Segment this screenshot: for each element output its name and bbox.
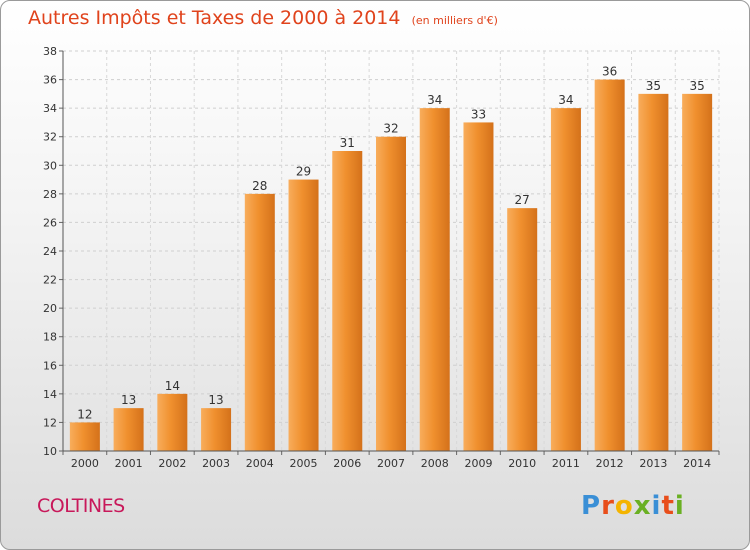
chart-unit: (en milliers d'€) <box>411 14 498 27</box>
brand-logo: Proxiti <box>581 491 685 521</box>
bar <box>463 122 494 451</box>
bar <box>201 408 232 451</box>
bar <box>69 422 100 451</box>
bar <box>594 79 625 452</box>
y-tick-label: 38 <box>43 45 57 58</box>
y-tick-label: 28 <box>43 188 57 201</box>
x-tick-label: 2001 <box>115 457 143 470</box>
y-tick-label: 12 <box>43 416 57 429</box>
y-tick-label: 20 <box>43 302 57 315</box>
bar <box>113 408 144 451</box>
x-tick-label: 2006 <box>333 457 361 470</box>
axes: 10 12 14 16 18 20 22 24 26 28 30 32 34 36 38 2000 2001 20… <box>43 45 720 470</box>
x-tick-label: 2004 <box>246 457 274 470</box>
brand-letter: r <box>601 491 615 521</box>
y-tick-label: 14 <box>43 388 57 401</box>
bar <box>638 93 669 451</box>
bar-value-label: 35 <box>646 79 661 93</box>
brand-letter: i <box>674 491 685 521</box>
y-tick-label: 16 <box>43 359 57 372</box>
y-tick-label: 10 <box>43 445 57 458</box>
bar <box>682 93 713 451</box>
x-tick-label: 2000 <box>71 457 99 470</box>
x-tick-label: 2012 <box>596 457 624 470</box>
brand-letter: i <box>651 491 662 521</box>
y-tick-label: 34 <box>43 102 57 115</box>
bars: 12 13 14 13 28 29 31 32 34 33 27 34 36 35 35 <box>69 65 713 452</box>
bar-value-label: 34 <box>558 93 573 107</box>
bar-value-label: 29 <box>296 165 311 179</box>
y-tick-label: 32 <box>43 131 57 144</box>
y-tick-label: 18 <box>43 331 57 344</box>
bar <box>244 193 275 451</box>
brand-letter: o <box>614 491 634 521</box>
bar-value-label: 28 <box>252 179 267 193</box>
commune-name: COLTINES <box>37 495 125 517</box>
brand-letter: t <box>661 491 675 521</box>
x-tick-label: 2010 <box>508 457 536 470</box>
x-tick-label: 2011 <box>552 457 580 470</box>
x-tick-label: 2014 <box>683 457 711 470</box>
y-tick-label: 26 <box>43 216 57 229</box>
title-row: Autres Impôts et Taxes de 2000 à 2014 (e… <box>28 7 498 29</box>
bar-value-label: 34 <box>427 93 442 107</box>
bar-value-label: 13 <box>121 393 136 407</box>
brand-letter: x <box>633 491 652 521</box>
bar <box>332 151 363 451</box>
y-tick-label: 24 <box>43 245 57 258</box>
chart-title: Autres Impôts et Taxes de 2000 à 2014 <box>28 7 401 29</box>
y-tick-label: 36 <box>43 74 57 87</box>
bar <box>288 179 319 452</box>
x-tick-label: 2008 <box>421 457 449 470</box>
bar-value-label: 12 <box>77 407 92 421</box>
bar <box>550 108 581 452</box>
bar-value-label: 35 <box>689 79 704 93</box>
x-tick-label: 2005 <box>290 457 318 470</box>
y-tick-label: 30 <box>43 159 57 172</box>
y-tick-label: 22 <box>43 274 57 287</box>
bar <box>157 393 188 451</box>
bar-value-label: 14 <box>165 379 180 393</box>
bar-value-label: 13 <box>208 393 223 407</box>
brand-letter: P <box>581 491 602 521</box>
x-tick-label: 2007 <box>377 457 405 470</box>
bar-value-label: 31 <box>340 136 355 150</box>
bar-value-label: 33 <box>471 107 486 121</box>
bar-value-label: 36 <box>602 65 617 79</box>
bar-value-label: 27 <box>515 193 530 207</box>
bar <box>376 136 406 451</box>
x-tick-label: 2009 <box>464 457 492 470</box>
bar <box>507 208 538 451</box>
bar-value-label: 32 <box>383 122 398 136</box>
x-tick-label: 2003 <box>202 457 230 470</box>
bar <box>419 108 450 452</box>
x-tick-label: 2002 <box>158 457 186 470</box>
x-tick-label: 2013 <box>639 457 667 470</box>
